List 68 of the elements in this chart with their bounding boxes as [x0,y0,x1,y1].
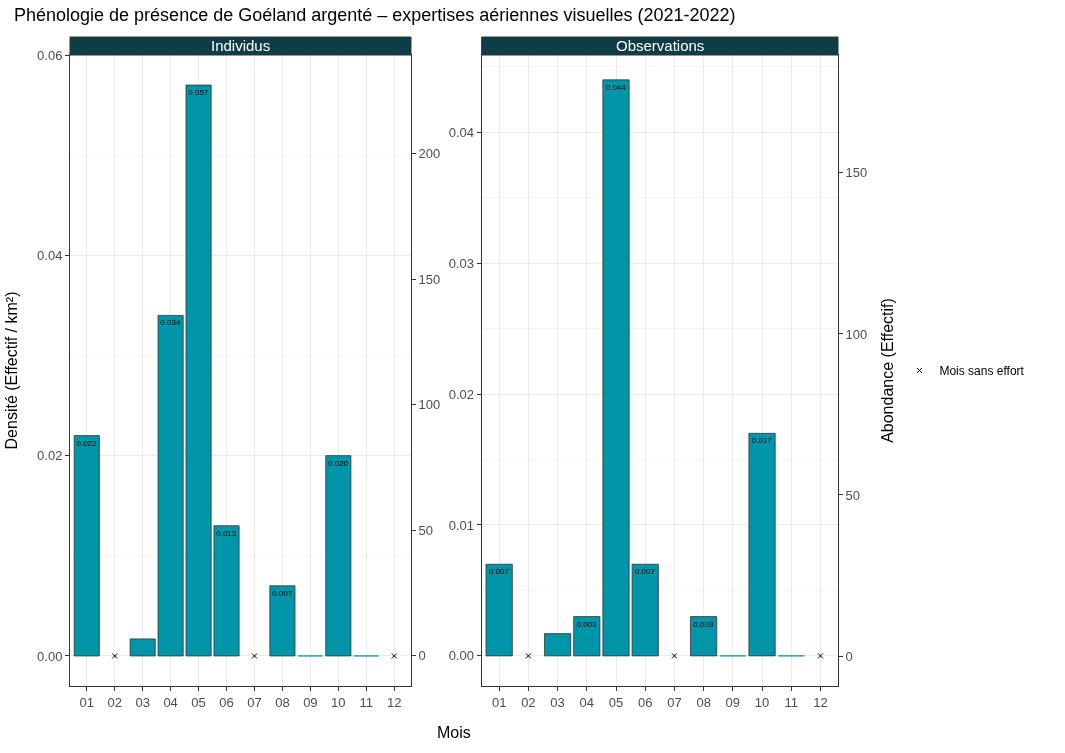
x-tick-label: 03 [135,694,150,710]
data-label: 0.020 [328,458,349,468]
x-tick-label: 07 [667,694,682,710]
x-tick-label: 04 [579,694,595,710]
x-tick-label: 04 [163,694,178,710]
x-tick-label: 05 [191,694,206,710]
x-tick-label: 02 [521,694,536,710]
x-tick-label: 03 [550,694,565,710]
data-label: 0.013 [216,528,237,538]
bar [269,585,296,657]
data-label: 0.044 [605,82,627,92]
x-tick-label: 01 [79,694,94,710]
x-tick-label: 10 [331,694,346,710]
x-tick-label: 11 [784,694,799,710]
bar [544,633,572,657]
x-tick-label: 11 [359,694,374,710]
data-label: 0.003 [576,619,598,629]
x-tick-label: 10 [754,694,770,710]
x-tick-label: 09 [725,694,741,710]
data-label: 0.022 [76,438,98,448]
x-tick-label: 01 [491,694,507,710]
data-label: 0.007 [634,567,656,577]
y2-tick-label: 0 [845,648,853,664]
y-tick-label: 0.01 [448,517,475,533]
y2-tick-label: 50 [418,522,434,538]
y-tick-label: 0.04 [448,124,475,140]
y-tick-label: 0.02 [448,386,475,402]
data-label: 0.057 [188,88,209,98]
y-tick-label: 0.02 [37,448,63,464]
chart-subtitle: Individus [211,37,271,54]
y2-tick-label: 150 [418,271,441,287]
bar [485,563,513,657]
x-tick-label: 02 [107,694,122,710]
bar [73,435,100,657]
bar [325,455,352,657]
data-label: 0.007 [488,567,510,577]
x-tick-label: 09 [303,694,318,710]
y2-tick-label: 150 [845,165,868,181]
x-tick-label: 06 [637,694,653,710]
chart-title: Phénologie de présence de Goéland argenté – expertises aériennes visuelles (2021-2022) [14,5,736,25]
y2-tick-label: 100 [418,397,441,413]
legend-label: Mois sans effort [939,364,1025,379]
x-tick-label: 06 [219,694,234,710]
x-tick-label: 05 [608,694,624,710]
x-axis-title: Mois [437,724,471,741]
x-tick-label: 12 [813,694,828,710]
chart-subtitle: Observations [616,37,705,54]
data-label: 0.003 [693,619,714,629]
y-tick-label: 0.04 [37,247,63,263]
x-tick-label: 12 [386,694,402,710]
data-label: 0.034 [160,318,181,328]
x-tick-label: 08 [696,694,711,710]
y-tick-label: 0.06 [37,47,63,63]
y2-tick-label: 200 [418,146,441,162]
y-tick-label: 0.03 [448,255,475,271]
y2-tick-label: 100 [845,326,868,342]
x-tick-label: 07 [247,694,262,710]
x-tick-label: 08 [275,694,290,710]
y2-tick-label: 0 [418,648,426,664]
y-axis-title: Densité (Effectif / km²) [2,291,20,450]
y2-tick-label: 50 [845,487,861,503]
data-label: 0.017 [751,436,773,446]
data-label: 0.007 [272,588,293,598]
bar [690,616,718,657]
y-tick-label: 0.00 [37,648,63,664]
y-tick-label: 0.00 [448,648,475,664]
y2-axis-title: Abondance (Effectif) [879,298,896,443]
bar [748,432,776,657]
